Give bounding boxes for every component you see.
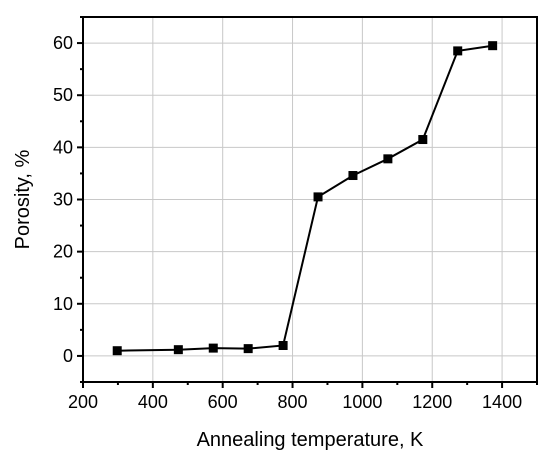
- data-point: [348, 171, 358, 181]
- x-tick-label: 600: [208, 392, 238, 412]
- data-points: [112, 41, 498, 356]
- y-tick-label: 40: [53, 137, 73, 157]
- y-tick-label: 60: [53, 33, 73, 53]
- y-axis-title: Porosity, %: [12, 149, 34, 249]
- x-tick-label: 1000: [342, 392, 382, 412]
- data-point: [383, 154, 393, 164]
- data-point: [418, 135, 428, 145]
- data-point: [208, 343, 218, 353]
- x-tick-label: 200: [68, 392, 98, 412]
- x-tick-label: 1400: [482, 392, 522, 412]
- y-tick-labels: 0 10 20 30 40 50 60: [53, 33, 73, 366]
- x-tick-label: 800: [278, 392, 308, 412]
- y-tick-label: 50: [53, 85, 73, 105]
- axis-ticks: [77, 16, 538, 388]
- data-point: [313, 192, 323, 202]
- x-tick-label: 1200: [412, 392, 452, 412]
- data-point: [453, 46, 463, 56]
- series-line: [117, 44, 493, 352]
- grid: [83, 17, 537, 382]
- x-axis-title: Annealing temperature, K: [197, 429, 424, 451]
- y-tick-label: 30: [53, 190, 73, 210]
- data-point: [488, 41, 498, 51]
- x-tick-labels: 200 400 600 800 1000 1200 1400: [68, 392, 522, 412]
- data-point: [278, 341, 288, 350]
- x-tick-label: 400: [138, 392, 168, 412]
- y-tick-label: 10: [53, 294, 73, 314]
- y-tick-label: 20: [53, 242, 73, 262]
- y-tick-label: 0: [63, 346, 73, 366]
- data-point: [243, 344, 253, 354]
- data-point: [173, 345, 183, 355]
- data-point: [112, 346, 122, 356]
